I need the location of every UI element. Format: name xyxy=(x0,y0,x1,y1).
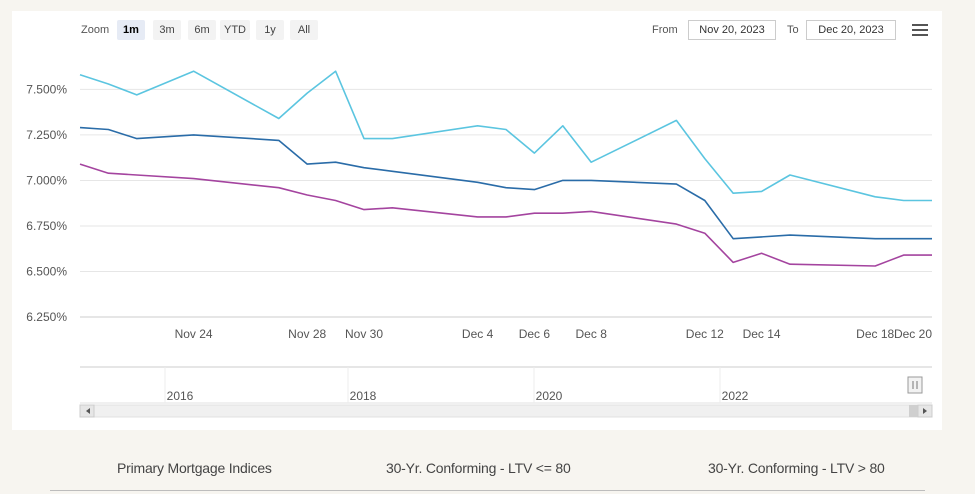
x-tick-label: Nov 28 xyxy=(288,327,326,341)
hamburger-menu-icon[interactable] xyxy=(912,24,928,38)
chart-panel: Zoom 1m 3m 6m YTD 1y All From Nov 20, 20… xyxy=(12,11,942,430)
zoom-label: Zoom xyxy=(81,24,110,36)
x-tick-label: Nov 30 xyxy=(345,327,383,341)
footer-col-ltv-gt-80: 30-Yr. Conforming - LTV > 80 xyxy=(708,460,885,476)
to-date-input[interactable]: Dec 20, 2023 xyxy=(806,20,896,40)
series-line-1 xyxy=(79,70,932,202)
zoom-3m-button[interactable]: 3m xyxy=(153,20,181,40)
zoom-ytd-button[interactable]: YTD xyxy=(220,20,250,40)
zoom-1m-button[interactable]: 1m xyxy=(117,20,145,40)
line-chart: 6.250% 6.500% 6.750% 7.000% 7.250% 7.500% Nov … xyxy=(26,70,933,418)
navigator-year-label: 2020 xyxy=(536,389,563,403)
y-tick-label: 6.500% xyxy=(26,264,67,278)
footer-col-indices: Primary Mortgage Indices xyxy=(117,460,272,476)
scroll-right-arrow-icon xyxy=(923,408,927,414)
footer-col-ltv-le-80: 30-Yr. Conforming - LTV <= 80 xyxy=(386,460,571,476)
y-tick-label: 7.000% xyxy=(26,173,67,187)
to-label: To xyxy=(787,24,799,36)
navigator-year-label: 2016 xyxy=(167,389,194,403)
y-tick-label: 6.250% xyxy=(26,310,67,324)
zoom-1y-button[interactable]: 1y xyxy=(256,20,284,40)
scrollbar-track xyxy=(79,404,933,418)
legend-table-header: Primary Mortgage Indices 30-Yr. Conformi… xyxy=(50,448,925,491)
navigator-handle xyxy=(907,376,923,394)
y-tick-label: 6.750% xyxy=(26,219,67,233)
zoom-6m-button[interactable]: 6m xyxy=(188,20,216,40)
x-tick-label: Dec 20 xyxy=(894,327,932,341)
y-tick-label: 7.250% xyxy=(26,128,67,142)
series-line-2 xyxy=(79,126,932,240)
x-tick-label: Dec 12 xyxy=(686,327,724,341)
range-selector-toolbar: Zoom 1m 3m 6m YTD 1y All From Nov 20, 20… xyxy=(12,11,942,49)
x-tick-label: Nov 24 xyxy=(175,327,213,341)
x-tick-label: Dec 18 xyxy=(856,327,894,341)
y-tick-label: 7.500% xyxy=(26,82,67,96)
from-date-input[interactable]: Nov 20, 2023 xyxy=(688,20,776,40)
x-tick-label: Dec 6 xyxy=(519,327,551,341)
zoom-all-button[interactable]: All xyxy=(290,20,318,40)
from-label: From xyxy=(652,24,678,36)
x-tick-label: Dec 8 xyxy=(576,327,608,341)
scroll-left-arrow-icon xyxy=(86,408,90,414)
series-line-3 xyxy=(79,163,932,267)
navigator-year-label: 2022 xyxy=(722,389,749,403)
navigator-year-label: 2018 xyxy=(350,389,377,403)
x-tick-label: Dec 4 xyxy=(462,327,494,341)
x-tick-label: Dec 14 xyxy=(743,327,781,341)
